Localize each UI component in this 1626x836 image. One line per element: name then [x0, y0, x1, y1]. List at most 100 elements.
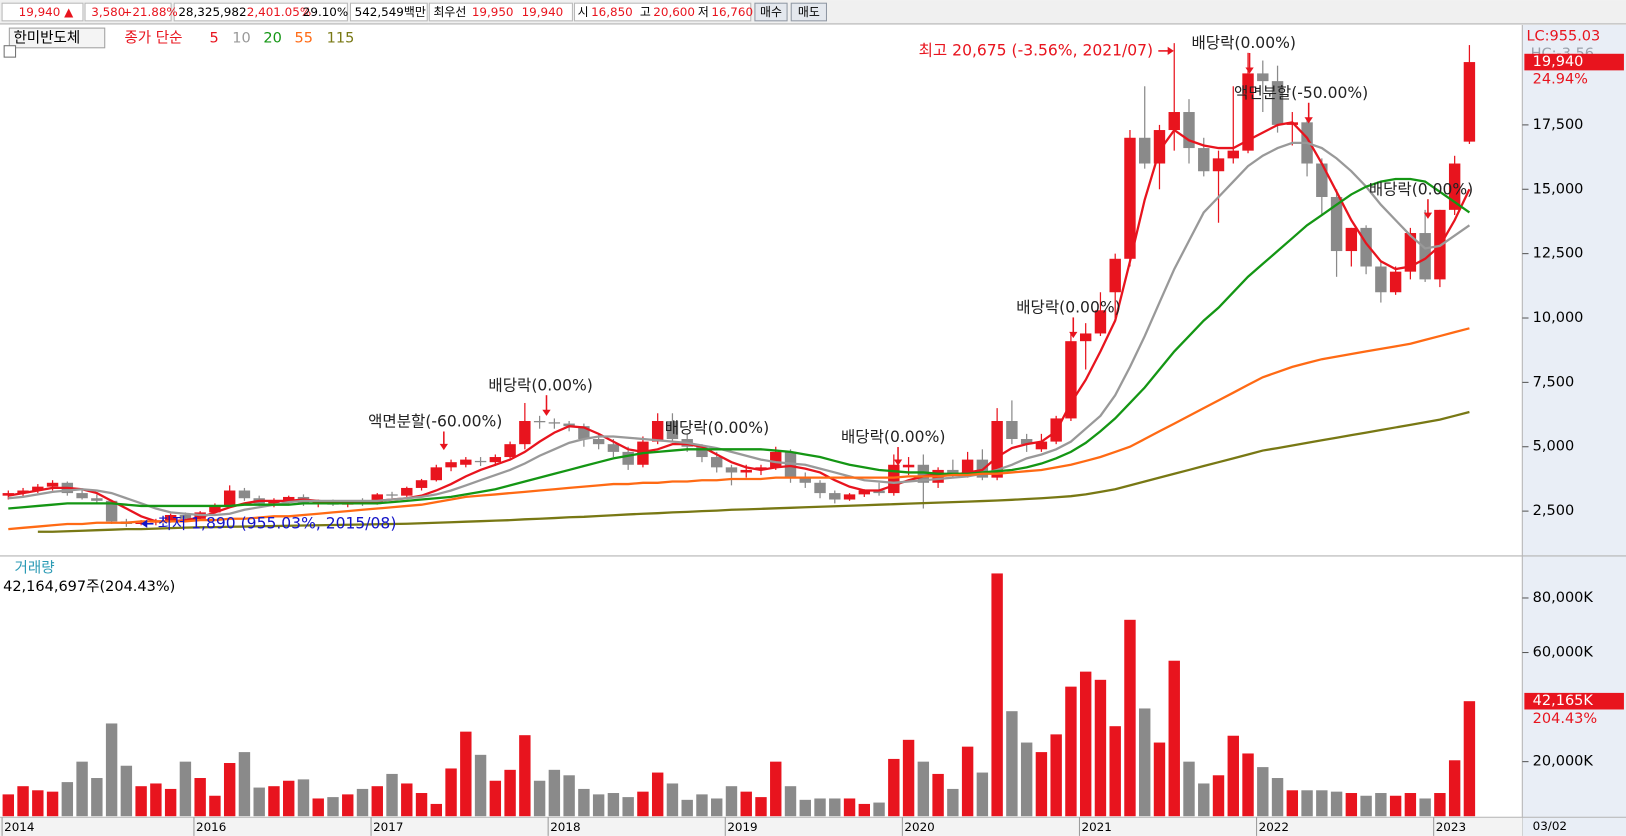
x-tick-label: 2020: [904, 820, 934, 834]
candle-body: [784, 451, 797, 478]
volume-bar: [1434, 793, 1446, 817]
annotation-arrow-head: [542, 409, 551, 416]
volume-bar: [976, 772, 989, 817]
candle-body: [430, 467, 443, 481]
header-item: 16,760: [711, 5, 753, 19]
candle-body: [873, 490, 885, 494]
volume-bar: [356, 788, 369, 817]
ma-label: 종가 단순: [124, 29, 182, 46]
volume-bar: [297, 779, 310, 817]
volume-bar: [504, 769, 516, 817]
annotation-arrow-head: [141, 519, 148, 528]
annotation: 배당락(0.00%): [841, 428, 945, 446]
volume-bar: [460, 731, 472, 817]
volume-bar: [1463, 701, 1476, 817]
annotation-arrow-head: [1423, 212, 1433, 219]
candle-body: [858, 490, 871, 495]
candle-body: [371, 494, 383, 504]
candle-body: [91, 498, 103, 501]
volume-marker: [1524, 692, 1624, 710]
volume-bar: [1124, 619, 1136, 817]
header-item: 19,950: [472, 5, 514, 19]
x-tick-label: 2022: [1259, 820, 1289, 834]
ma-line: [37, 410, 1470, 533]
annotation: 배당락(0.00%): [665, 419, 769, 437]
candle-body: [1227, 150, 1239, 159]
candle-body: [548, 422, 561, 424]
annotation-arrow-head: [1069, 331, 1078, 339]
candle-body: [238, 490, 251, 499]
volume-bar: [401, 783, 413, 817]
volume-bar: [1050, 734, 1062, 817]
volume-bar: [1065, 686, 1077, 817]
header-button-label[interactable]: 매도: [798, 5, 820, 19]
legend-item: 115: [327, 30, 355, 46]
volume-bar: [179, 761, 192, 817]
candle-body: [651, 420, 664, 442]
header-item: 19,940: [522, 5, 564, 19]
ma-line: [8, 177, 1471, 510]
header-item: 최우선: [433, 5, 466, 19]
candle-body: [1198, 148, 1210, 172]
annotation: 최고 20,675 (-3.56%, 2021/07): [919, 41, 1154, 59]
volume-bar: [961, 746, 974, 817]
volume-bar: [342, 794, 354, 817]
volume-bar: [283, 780, 295, 817]
annotation: 배당락(0.00%): [1192, 34, 1296, 52]
legend-item: 10: [232, 30, 250, 46]
volume-bar: [223, 763, 236, 817]
volume-bar: [1286, 790, 1299, 817]
annotation-arrow-head: [1245, 67, 1254, 74]
candle-body: [312, 500, 324, 504]
volume-bar: [755, 797, 767, 817]
candle-body: [1271, 81, 1284, 125]
volume-bar: [135, 786, 147, 817]
volume-bar: [740, 791, 752, 817]
header-button[interactable]: [754, 2, 788, 22]
header-item: 19,940 ▲: [19, 5, 74, 19]
volume-bar: [519, 735, 531, 817]
annotation-arrow-head: [1304, 117, 1313, 124]
volume-bar: [32, 790, 44, 817]
menu-icon[interactable]: [3, 45, 17, 58]
candle-body: [947, 469, 959, 476]
volume-bar: [607, 793, 620, 817]
candle-body: [1389, 271, 1402, 293]
candle-body: [474, 460, 487, 463]
volume-bar: [696, 794, 708, 817]
volume-bar: [445, 768, 457, 817]
header-button[interactable]: [790, 2, 827, 22]
header-box: [84, 2, 172, 22]
candle-body: [1330, 196, 1343, 252]
volume-bar: [1316, 790, 1328, 817]
volume-bar: [430, 803, 443, 817]
volume-bar: [1139, 708, 1151, 817]
volume-bar: [120, 765, 133, 817]
annotation: 배당락(0.00%): [1016, 299, 1120, 317]
volume-bar: [1301, 790, 1313, 817]
volume-bar: [947, 788, 959, 817]
candle-body: [755, 467, 767, 470]
header-button-label[interactable]: 매수: [760, 5, 782, 19]
volume-bar: [1168, 660, 1180, 817]
candle-body: [1035, 441, 1048, 450]
price-marker-change: 24.94%: [1533, 72, 1588, 88]
header-box: [428, 2, 573, 22]
candle-body: [1375, 266, 1387, 293]
candle-body: [164, 514, 177, 522]
volume-bar: [1035, 752, 1048, 817]
candle-body: [578, 426, 590, 440]
y-tick-label: 60,000K: [1533, 645, 1594, 661]
header-item: 고: [640, 5, 651, 19]
candle-body: [1419, 233, 1431, 280]
volume-bar: [1330, 791, 1343, 817]
volume-bar: [1212, 775, 1225, 817]
volume-bar: [592, 794, 605, 817]
candle-body: [740, 469, 752, 473]
candle-body: [223, 490, 236, 506]
volume-bar: [1419, 798, 1431, 817]
candle-body: [179, 514, 192, 519]
stock-name-box[interactable]: [8, 27, 106, 49]
candle-body: [770, 451, 782, 468]
volume-title: 거래량: [15, 559, 55, 576]
